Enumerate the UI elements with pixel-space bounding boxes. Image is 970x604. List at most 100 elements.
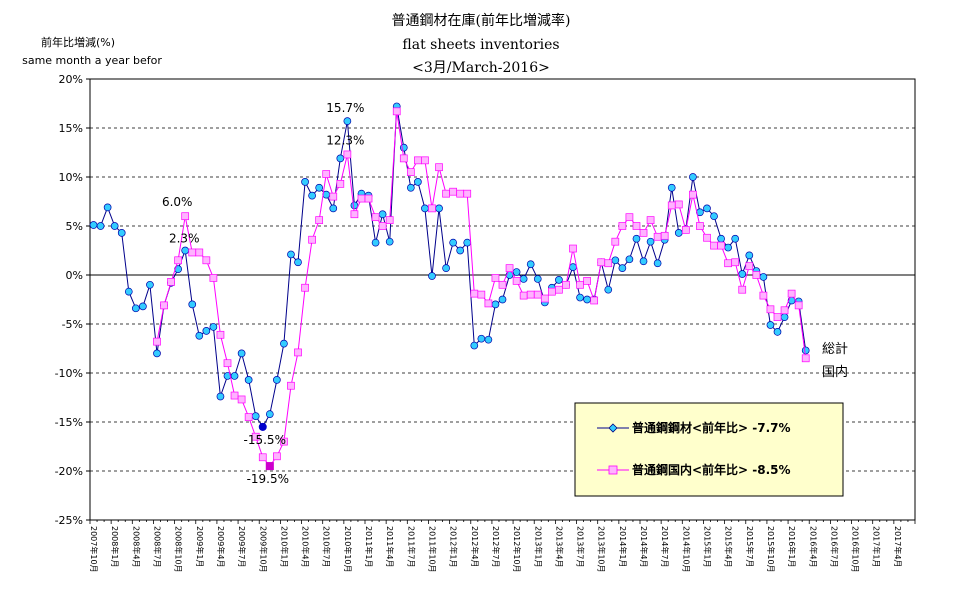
x-tick-label: 2014年4月 <box>639 526 649 567</box>
data-point <box>470 289 479 298</box>
data-point <box>131 304 140 313</box>
data-point <box>745 262 754 271</box>
x-tick-label: 2011年1月 <box>364 526 374 567</box>
series-layer <box>89 102 810 471</box>
data-point <box>124 287 133 296</box>
data-point <box>216 392 225 401</box>
data-point <box>294 348 302 357</box>
data-point <box>209 274 218 282</box>
data-point <box>710 241 718 250</box>
y-axis-ticks: 20% 15% 10% 5% 0% -5% -10% -15% -20% -25% <box>55 73 90 527</box>
data-point <box>421 204 429 213</box>
data-point <box>632 234 641 243</box>
data-point <box>174 265 182 273</box>
data-point <box>110 222 119 230</box>
data-point <box>562 280 570 289</box>
data-point-highlight <box>258 422 267 431</box>
x-tick-label: 2009年7月 <box>237 526 247 567</box>
x-tick-label: 2008年7月 <box>152 526 162 567</box>
data-point <box>738 285 747 294</box>
data-point <box>491 274 500 282</box>
legend-marker-series-2 <box>608 465 618 475</box>
data-point <box>406 168 415 176</box>
x-tick-label: 2015年4月 <box>724 526 734 567</box>
data-point <box>385 237 394 246</box>
data-point <box>350 210 359 219</box>
data-point <box>632 222 641 230</box>
data-point <box>442 189 450 198</box>
data-point <box>724 259 732 268</box>
data-point <box>463 238 472 247</box>
data-point <box>752 271 761 279</box>
data-point <box>343 150 352 159</box>
data-point <box>618 222 627 230</box>
x-tick-label: 2014年1月 <box>618 526 628 567</box>
x-tick-label: 2017年1月 <box>872 526 882 567</box>
data-point <box>639 257 648 266</box>
data-point <box>759 273 768 281</box>
data-point <box>449 238 457 247</box>
data-label: 12.3% <box>326 133 364 147</box>
data-point <box>696 222 704 230</box>
data-label: -15.5% <box>244 433 286 447</box>
x-tick-label: 2010年7月 <box>322 526 332 567</box>
data-point <box>618 264 627 272</box>
data-point <box>265 410 274 419</box>
y-tick-label: -20% <box>55 465 83 478</box>
data-point <box>604 259 613 268</box>
x-tick-label: 2015年10月 <box>766 526 776 573</box>
data-point <box>569 244 577 253</box>
data-point <box>724 243 732 252</box>
data-point <box>667 201 676 210</box>
data-point <box>237 349 246 358</box>
data-point <box>251 412 260 420</box>
data-point <box>731 234 740 243</box>
data-point <box>202 327 211 335</box>
data-point <box>139 302 147 311</box>
data-point <box>519 275 528 283</box>
data-point <box>117 229 126 237</box>
data-point <box>653 259 662 268</box>
data-point <box>188 248 197 257</box>
x-tick-label: 2008年4月 <box>131 526 141 567</box>
data-point <box>294 258 302 267</box>
data-point <box>625 213 634 222</box>
data-point <box>153 349 161 358</box>
data-point <box>555 276 563 284</box>
data-point <box>717 234 725 243</box>
data-point <box>301 178 309 186</box>
data-point <box>146 280 154 289</box>
data-point <box>526 290 535 299</box>
x-tick-label: 2016年7月 <box>829 526 839 567</box>
data-point <box>689 173 697 181</box>
x-tick-label: 2016年4月 <box>808 526 818 567</box>
data-point <box>435 204 443 213</box>
data-point <box>512 268 521 276</box>
data-point <box>533 275 542 283</box>
data-point <box>195 331 204 340</box>
x-tick-label: 2016年1月 <box>787 526 797 567</box>
x-tick-label: 2010年10月 <box>343 526 353 573</box>
legend-label-series-2: 普通鋼国内<前年比> -8.5% <box>632 462 791 477</box>
data-point <box>576 280 584 289</box>
data-point <box>759 291 768 300</box>
data-point <box>216 330 225 339</box>
annotations: 15.7% 12.3% 6.0% 2.3% -15.5% -19.5% <box>162 101 364 486</box>
data-point <box>597 258 606 267</box>
data-point <box>96 222 105 230</box>
data-point <box>717 241 725 250</box>
data-point <box>703 233 711 242</box>
x-tick-label: 2009年1月 <box>195 526 205 567</box>
data-point <box>167 278 175 286</box>
y-tick-label: -25% <box>55 514 83 527</box>
data-point <box>555 285 563 294</box>
data-point-highlight <box>265 462 274 471</box>
data-point <box>181 212 190 221</box>
y-tick-label: 5% <box>66 220 83 233</box>
data-point <box>512 277 521 285</box>
x-tick-label: 2012年4月 <box>470 526 480 567</box>
data-point <box>519 291 528 300</box>
data-point <box>280 339 288 348</box>
data-point <box>801 346 810 355</box>
